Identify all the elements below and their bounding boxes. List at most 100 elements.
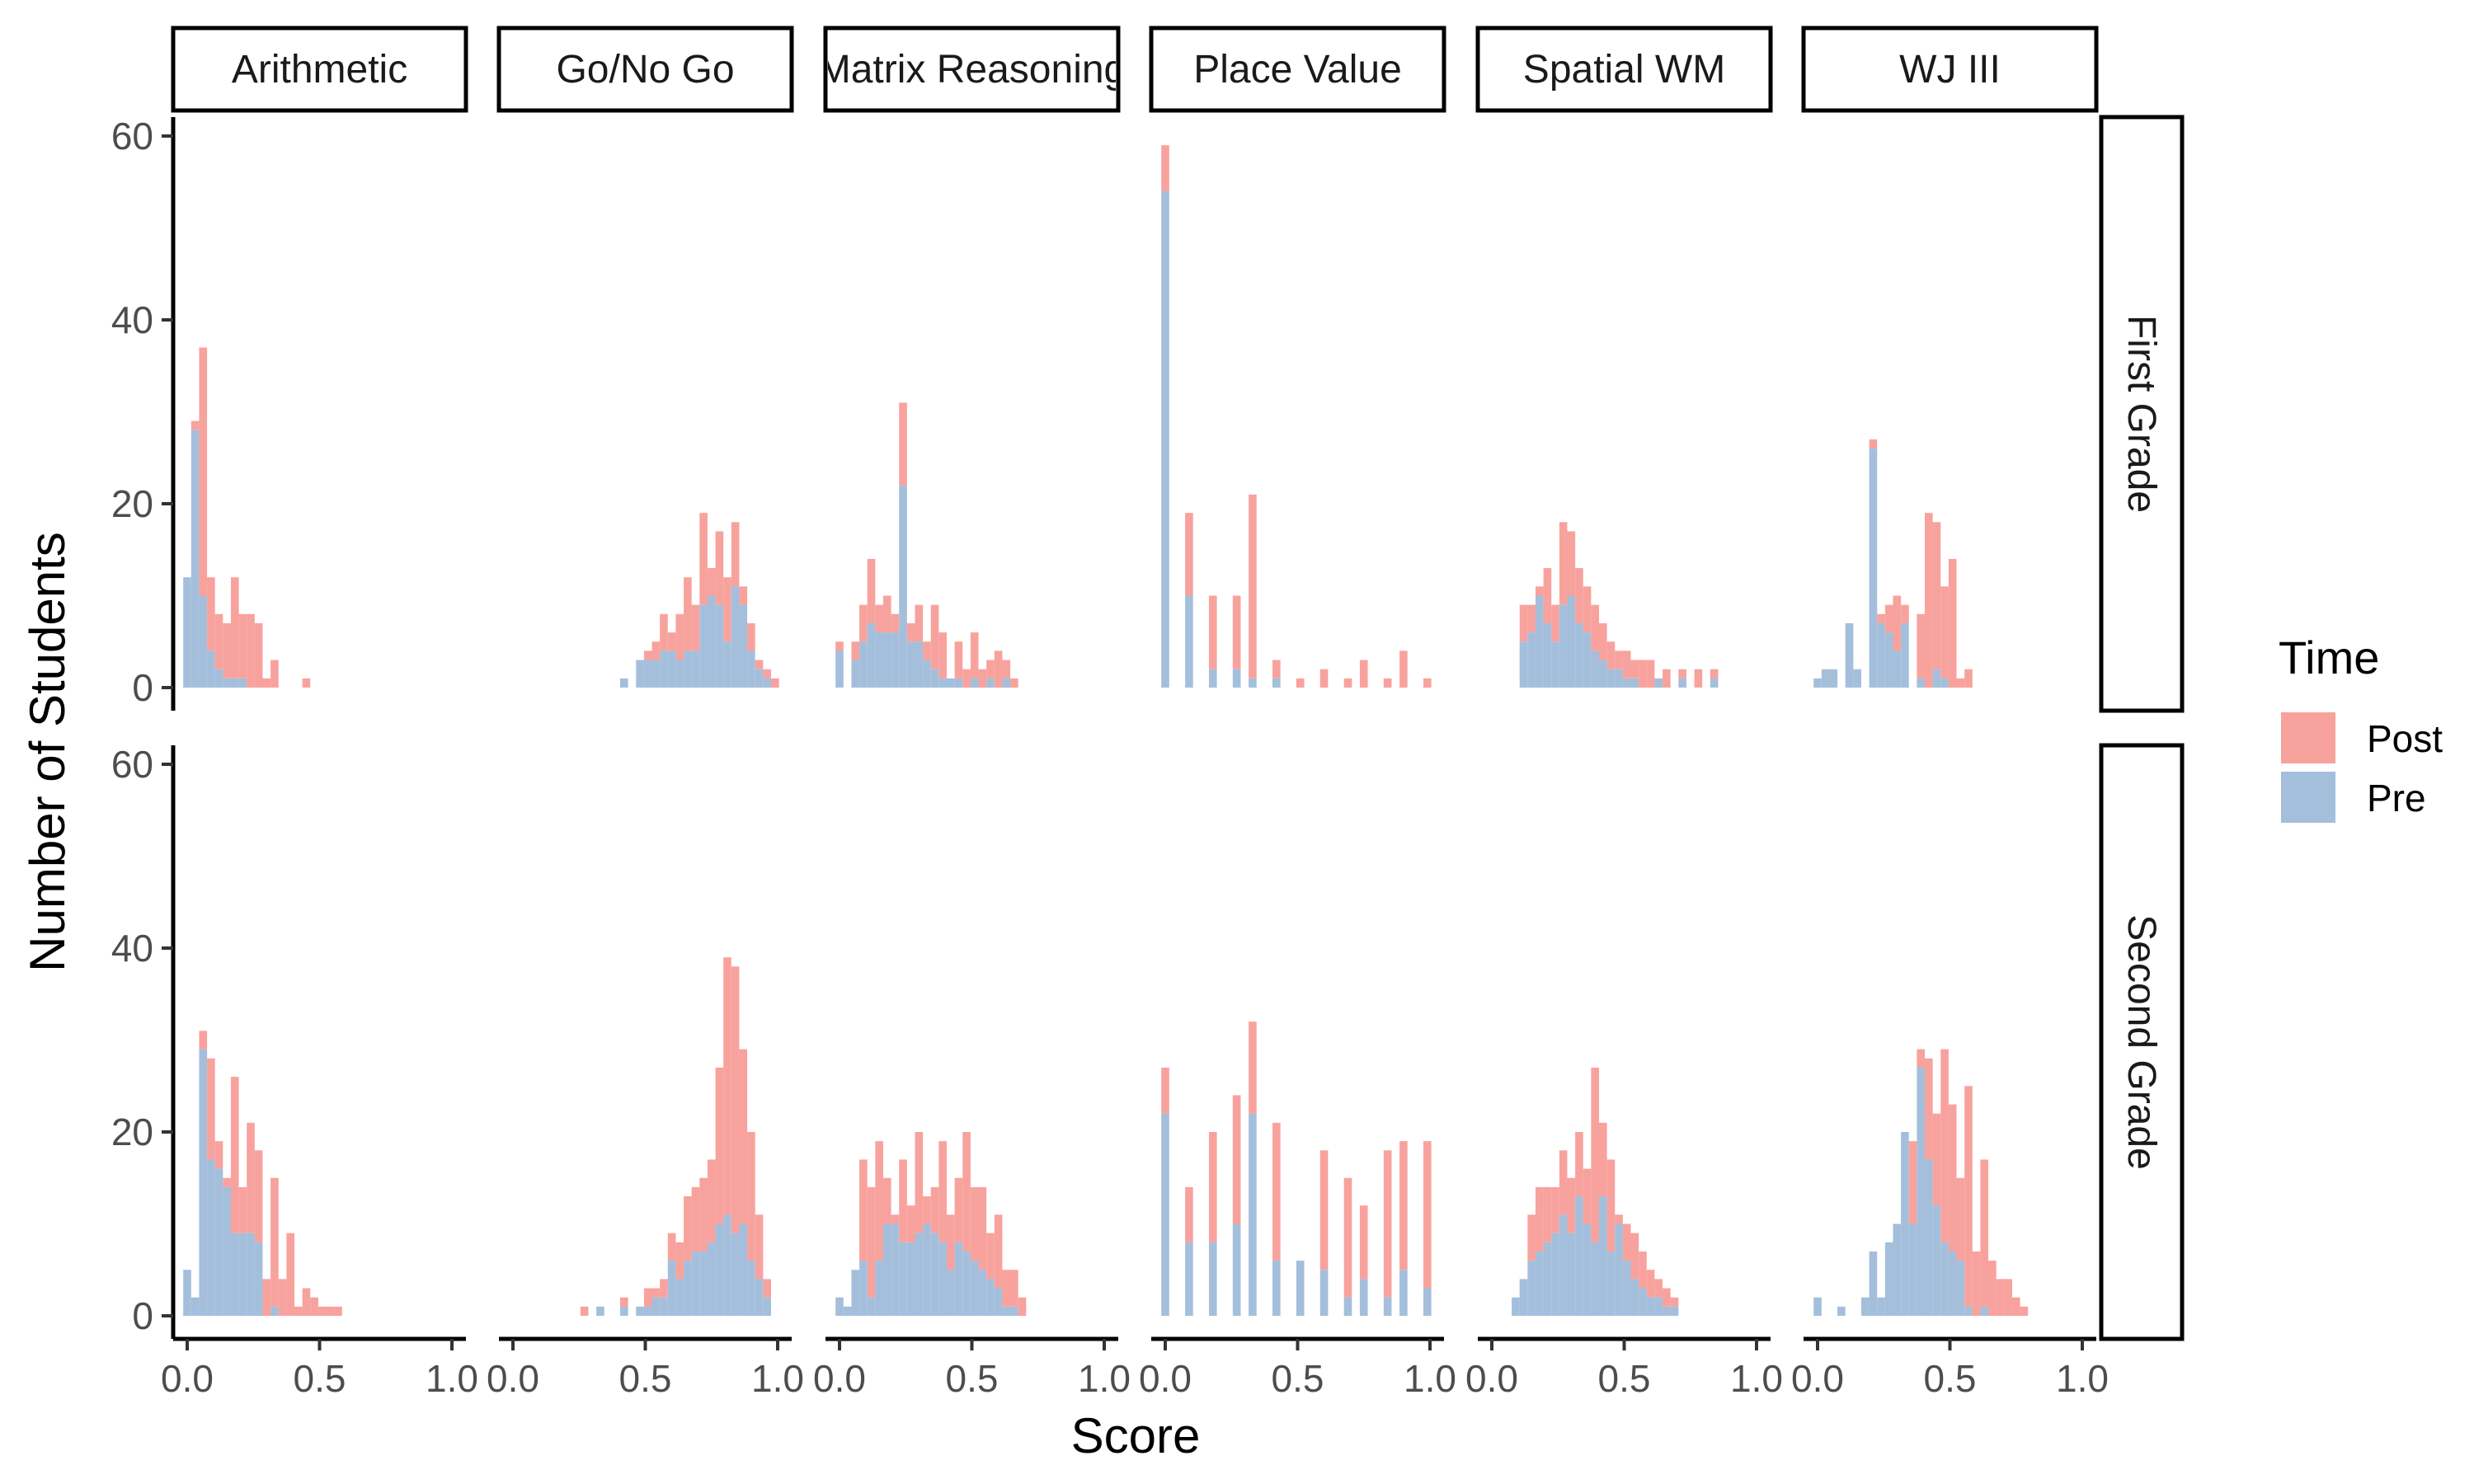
bar-pre xyxy=(859,641,868,688)
bar-post xyxy=(1185,513,1193,596)
bar-post xyxy=(262,1279,271,1316)
bar-post xyxy=(1319,669,1329,688)
row-strip-box xyxy=(2099,743,2185,1341)
bar-post xyxy=(1639,1251,1647,1289)
bar-post xyxy=(1654,1279,1663,1298)
bar-pre xyxy=(1232,669,1241,688)
bar-pre xyxy=(1901,1132,1909,1316)
bar-pre xyxy=(1583,632,1592,688)
x-tick-label: 0.0 xyxy=(487,1357,539,1400)
bar-pre xyxy=(875,1261,883,1316)
panel-first-grade-place-value xyxy=(1161,145,1432,688)
bar-post xyxy=(1319,1150,1329,1270)
row-strip-label-second-grade: Second Grade xyxy=(2119,914,2163,1170)
bar-post xyxy=(954,1177,963,1242)
bar-pre xyxy=(915,1233,924,1316)
panel-first-grade-arithmetic xyxy=(183,347,311,688)
bar-pre xyxy=(1606,1251,1616,1316)
x-tick-label: 0.0 xyxy=(813,1357,866,1400)
panel-second-grade-arithmetic xyxy=(183,1031,342,1316)
bar-pre xyxy=(1599,660,1607,688)
legend: Time Post Pre xyxy=(2279,632,2443,823)
bar-pre xyxy=(230,678,239,688)
bar-post xyxy=(238,1186,247,1233)
bar-pre xyxy=(1813,1297,1822,1316)
bar-post xyxy=(715,1067,724,1224)
bar-post xyxy=(770,678,779,688)
bar-pre xyxy=(1383,1297,1392,1316)
x-tick-label: 0.5 xyxy=(619,1357,672,1400)
x-tick-label: 0.5 xyxy=(1924,1357,1977,1400)
bar-pre xyxy=(1423,1288,1432,1316)
bar-pre xyxy=(1869,448,1878,688)
bar-pre xyxy=(882,632,891,688)
bar-pre xyxy=(906,1242,915,1316)
bar-pre xyxy=(947,1270,955,1316)
bar-post xyxy=(1615,1214,1623,1224)
y-axis-title: Number of Students xyxy=(20,532,75,972)
bar-post xyxy=(899,1159,907,1242)
bar-pre xyxy=(199,1049,208,1316)
bar-pre xyxy=(1519,641,1528,688)
x-tick-label: 0.0 xyxy=(1139,1357,1192,1400)
bar-pre xyxy=(867,622,876,688)
bar-post xyxy=(1948,1104,1957,1252)
bar-post xyxy=(230,1077,239,1233)
bar-pre xyxy=(1925,1159,1933,1316)
bar-post xyxy=(199,1031,208,1050)
bar-pre xyxy=(1710,678,1719,688)
bar-post xyxy=(994,650,1003,688)
bar-post xyxy=(994,1214,1003,1289)
bar-post xyxy=(1543,1186,1552,1242)
bar-pre xyxy=(1630,1279,1639,1316)
bar-post xyxy=(1185,1186,1193,1242)
x-axis-title: Score xyxy=(1071,1408,1201,1463)
bar-pre xyxy=(1296,1261,1305,1316)
bar-pre xyxy=(930,669,939,688)
panel-first-grade-go-no-go xyxy=(620,513,779,688)
bar-post xyxy=(707,1159,716,1242)
bar-pre xyxy=(715,1223,724,1316)
bar-pre xyxy=(923,660,931,688)
bar-post xyxy=(254,622,263,688)
bar-post xyxy=(1615,650,1623,669)
bar-post xyxy=(915,604,924,642)
bar-post xyxy=(1646,660,1655,688)
bar-pre xyxy=(875,632,883,688)
bar-pre xyxy=(1917,1067,1926,1316)
bar-pre xyxy=(1845,622,1854,688)
bar-pre xyxy=(1272,1261,1281,1316)
bar-pre xyxy=(1359,1279,1368,1316)
bar-post xyxy=(891,613,900,633)
bar-pre xyxy=(183,1270,191,1316)
bar-pre xyxy=(1956,1261,1965,1316)
bar-pre xyxy=(684,1261,692,1316)
bar-post xyxy=(1343,1177,1352,1298)
bar-pre xyxy=(906,641,915,688)
strip-box xyxy=(1475,26,1773,113)
bar-post xyxy=(882,595,891,633)
bar-post xyxy=(1940,586,1949,679)
strip-label-matrix-reasoning: Matrix Reasoning xyxy=(818,48,1126,92)
bar-post xyxy=(1018,1297,1027,1316)
bar-pre xyxy=(214,1168,223,1316)
bar-post xyxy=(317,1306,327,1316)
bar-pre xyxy=(620,678,628,688)
bar-pre xyxy=(1567,1233,1576,1316)
bar-post xyxy=(1932,522,1941,669)
bar-pre xyxy=(1908,1223,1917,1316)
bar-post xyxy=(875,604,883,633)
bar-pre xyxy=(230,1233,239,1316)
bar-post xyxy=(962,1132,971,1252)
bar-post xyxy=(207,577,215,651)
strip-first-grade: First Grade xyxy=(2099,115,2185,713)
bar-post xyxy=(1599,1122,1607,1197)
bar-post xyxy=(302,678,311,688)
bar-post xyxy=(270,1177,279,1307)
bar-post xyxy=(1917,1049,1926,1068)
bar-post xyxy=(962,669,971,688)
bar-post xyxy=(1272,660,1281,679)
bar-post xyxy=(1551,1186,1559,1233)
strip-arithmetic: Arithmetic xyxy=(171,26,468,113)
